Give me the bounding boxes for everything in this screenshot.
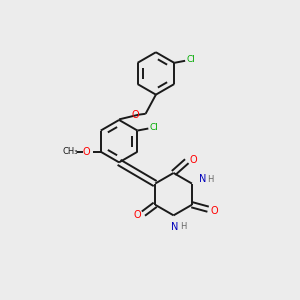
Text: N: N bbox=[171, 222, 179, 232]
Text: N: N bbox=[199, 174, 206, 184]
Text: O: O bbox=[133, 210, 141, 220]
Text: H: H bbox=[207, 175, 213, 184]
Text: Cl: Cl bbox=[186, 56, 195, 64]
Text: O: O bbox=[211, 206, 218, 216]
Text: O: O bbox=[131, 110, 139, 120]
Text: CH₃: CH₃ bbox=[62, 147, 78, 156]
Text: O: O bbox=[83, 147, 90, 157]
Text: H: H bbox=[180, 222, 186, 231]
Text: O: O bbox=[190, 155, 197, 165]
Text: Cl: Cl bbox=[149, 123, 158, 132]
